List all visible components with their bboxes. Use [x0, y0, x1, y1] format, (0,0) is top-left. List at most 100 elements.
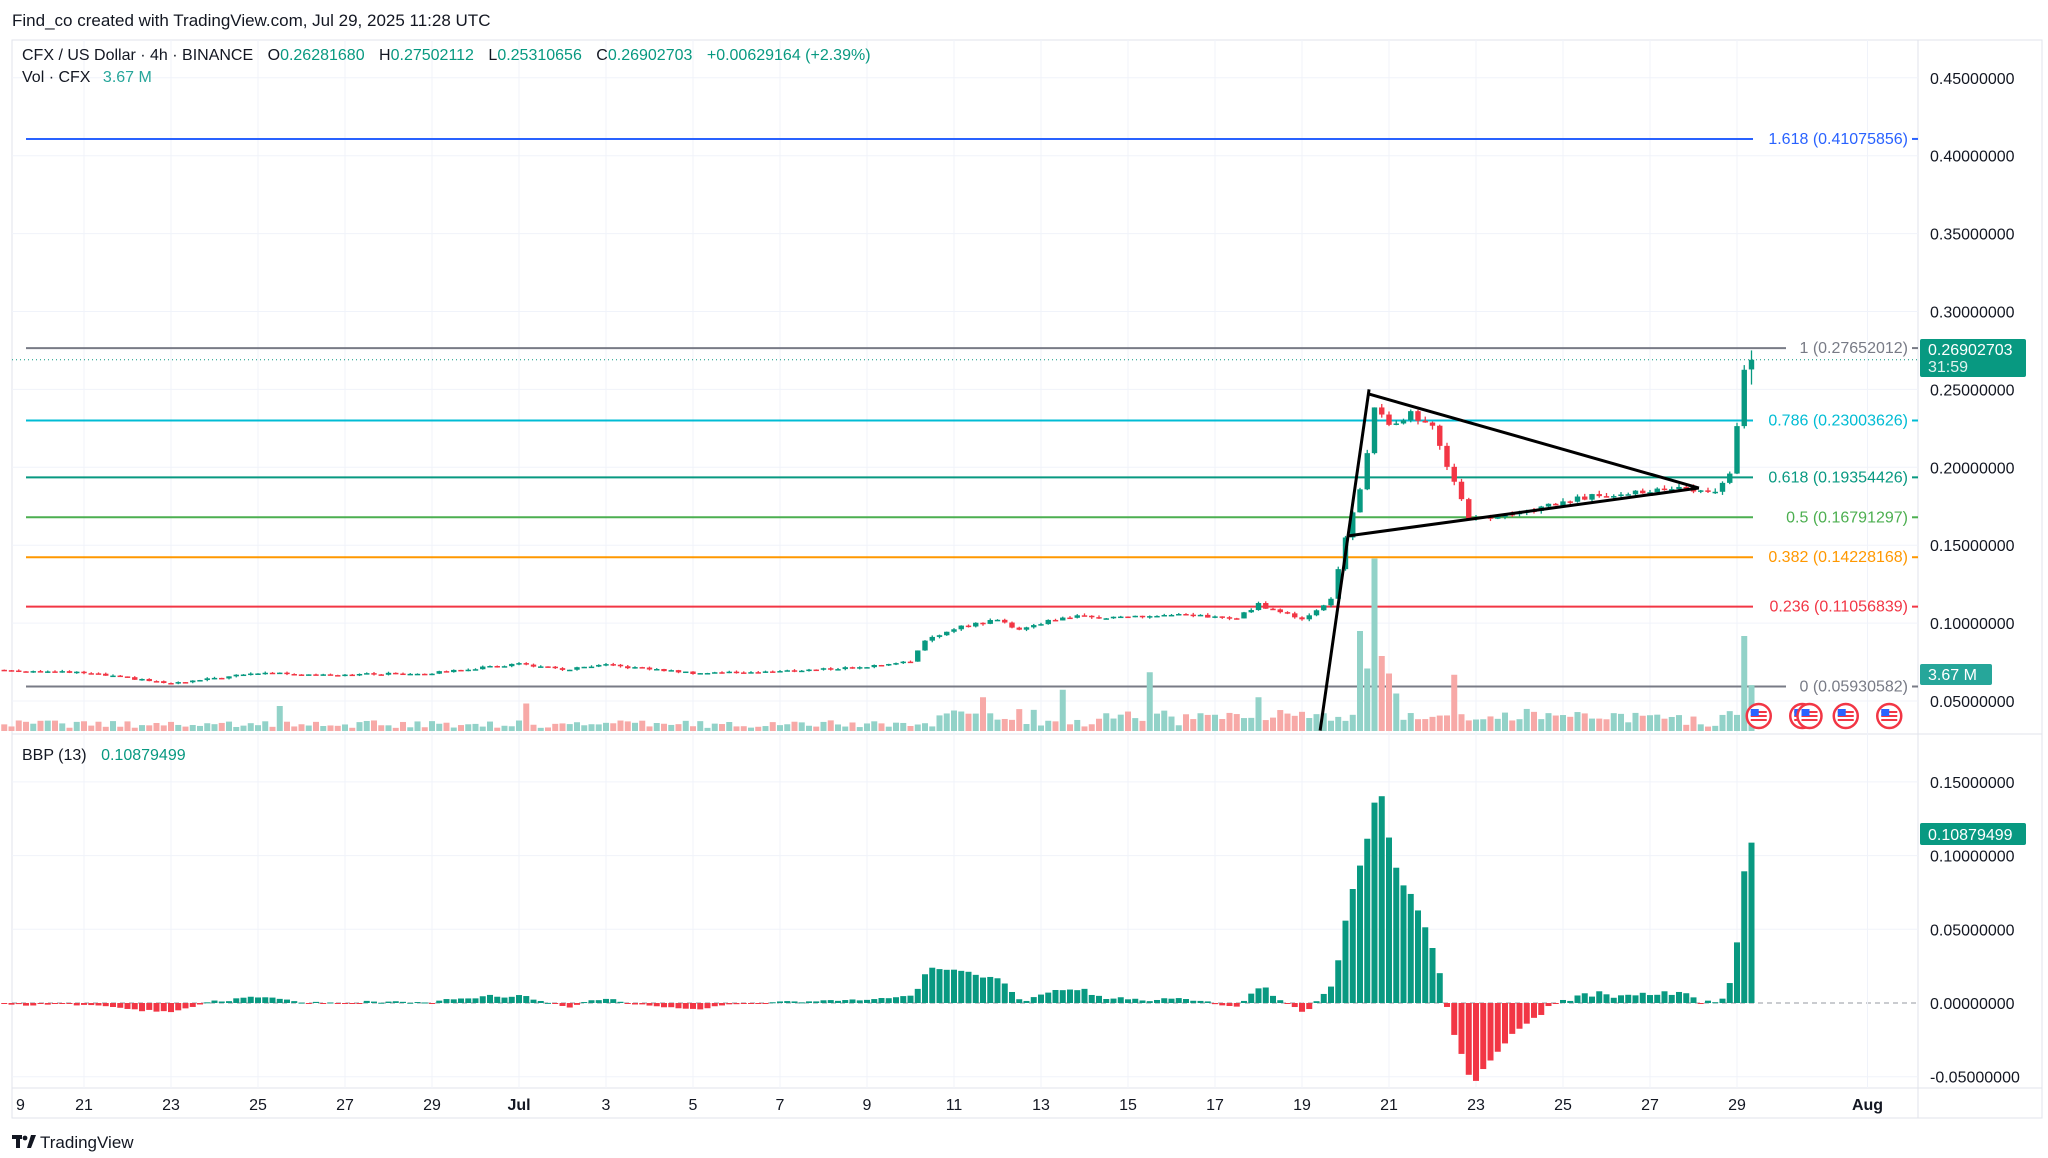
- candle: [407, 673, 413, 676]
- price-tick-label: 0.45000000: [1930, 71, 2015, 88]
- candle-body: [1292, 613, 1298, 618]
- fib-label: 1 (0.27652012): [1799, 340, 1908, 357]
- candle-body: [1002, 619, 1008, 623]
- volume-bar: [30, 723, 37, 731]
- high-value: 0.27502112: [391, 47, 474, 64]
- candle: [596, 664, 602, 668]
- candle: [342, 674, 348, 677]
- bbp-bar: [1023, 1000, 1030, 1003]
- candle-body: [1277, 609, 1283, 613]
- bbp-bar: [1603, 994, 1610, 1003]
- candle-body: [1357, 489, 1363, 513]
- economic-events[interactable]: [1745, 702, 1903, 730]
- volume-bar: [943, 713, 950, 731]
- bbp-bar: [1429, 948, 1436, 1003]
- candle: [284, 671, 290, 676]
- candle: [356, 673, 363, 677]
- volume-bar: [276, 706, 283, 731]
- time-tick-label: 21: [75, 1097, 93, 1114]
- volume-bar: [124, 721, 131, 731]
- candle-body: [958, 625, 964, 630]
- candle: [799, 670, 805, 673]
- candle-body: [1712, 491, 1718, 494]
- volume-bar: [639, 720, 646, 731]
- fib-retracement[interactable]: 1.618 (0.41075856) 1 (0.27652012) 0.786 (0…: [12, 131, 1918, 696]
- candle: [59, 669, 65, 673]
- candle: [864, 666, 870, 669]
- bbp-bar: [769, 1002, 776, 1004]
- volume-bar: [726, 722, 733, 731]
- bbp-bar: [240, 997, 247, 1003]
- bbp-bar: [1509, 1003, 1516, 1034]
- candle-body: [1386, 414, 1392, 425]
- candle-body: [1168, 614, 1175, 617]
- bbp-bar: [653, 1003, 660, 1007]
- candle-body: [132, 677, 138, 680]
- volume-bar: [1465, 720, 1472, 731]
- bbp-bar: [733, 1003, 740, 1005]
- candle: [654, 668, 660, 671]
- candle: [124, 676, 131, 678]
- flag-stripe: [1837, 719, 1854, 721]
- candle-body: [1727, 473, 1733, 483]
- candle-body: [1038, 624, 1044, 626]
- us-flag-icon[interactable]: [1832, 702, 1859, 730]
- bbp-bar: [73, 1003, 80, 1006]
- triangle-pattern[interactable]: [1318, 389, 1700, 731]
- bbp-bar: [813, 1001, 820, 1003]
- bbp-bar: [726, 1003, 733, 1005]
- volume-bar: [1103, 713, 1110, 731]
- candle: [530, 663, 537, 668]
- volume-bar: [1386, 673, 1392, 731]
- us-flag-icon[interactable]: [1745, 702, 1772, 730]
- symbol-title[interactable]: CFX / US Dollar · 4h · BINANCE: [22, 47, 253, 64]
- candle-body: [1074, 615, 1080, 618]
- volume-bar: [1320, 713, 1327, 731]
- bbp-bar: [994, 978, 1001, 1003]
- svg-text:0.26902703: 0.26902703: [1928, 342, 2013, 359]
- volume-bar: [262, 721, 269, 731]
- bbp-bar: [704, 1003, 711, 1009]
- candle: [1132, 615, 1138, 618]
- candle: [1603, 492, 1610, 498]
- volume-bar: [740, 726, 747, 731]
- candle: [1226, 616, 1233, 621]
- tradingview-logo[interactable]: TradingView: [12, 1133, 134, 1152]
- candle: [1248, 608, 1254, 613]
- candle-body: [1567, 501, 1573, 503]
- candle: [1263, 601, 1269, 609]
- candle-body: [480, 666, 486, 670]
- price-tick-label: 0.15000000: [1930, 538, 2015, 555]
- bbp-tick-label: -0.05000000: [1930, 1070, 2020, 1087]
- volume-bar: [1059, 689, 1066, 731]
- candle: [639, 666, 645, 669]
- bbp-bar: [363, 1000, 370, 1003]
- bbp-bar: [1154, 999, 1160, 1003]
- candle-body: [1255, 603, 1262, 611]
- candle-body: [364, 673, 370, 675]
- candle: [762, 670, 769, 673]
- candle-body: [770, 671, 776, 673]
- candle-body: [929, 636, 935, 641]
- candle-body: [1734, 426, 1740, 474]
- us-flag-icon[interactable]: [1796, 702, 1823, 730]
- candle-body: [74, 671, 80, 674]
- candle: [1313, 609, 1320, 617]
- candle-body: [429, 673, 435, 676]
- bbp-bar: [139, 1003, 145, 1012]
- candle-body: [1603, 496, 1610, 498]
- volume-bar: [545, 727, 551, 731]
- us-flag-icon[interactable]: [1876, 702, 1903, 730]
- candle-body: [1429, 422, 1436, 426]
- bbp-bar: [262, 997, 269, 1003]
- volume-bar: [856, 727, 863, 731]
- candle-body: [1335, 569, 1341, 599]
- candle-body: [197, 680, 203, 682]
- candle-body: [1661, 488, 1668, 491]
- candle-body: [335, 675, 341, 677]
- volume-bar: [813, 726, 820, 731]
- candle-body: [1016, 627, 1022, 630]
- candle: [813, 669, 819, 672]
- volume-bar: [1415, 719, 1421, 731]
